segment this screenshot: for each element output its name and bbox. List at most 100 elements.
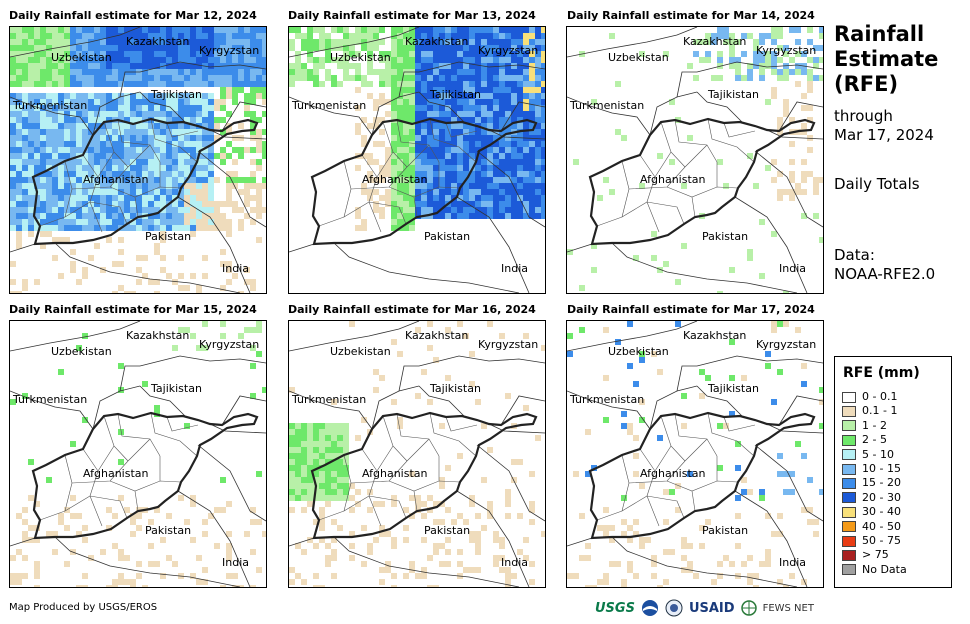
country-border <box>177 196 251 293</box>
country-border <box>567 390 651 430</box>
map-svg <box>289 27 545 293</box>
country-border <box>567 321 698 352</box>
afghanistan-outline <box>310 411 538 540</box>
country-border <box>766 423 823 434</box>
country-border <box>567 243 593 253</box>
country-border <box>567 537 593 547</box>
legend-item: 5 - 10 <box>842 448 894 461</box>
map-panel-4: Kazakhstan Kyrgyzstan Uzbekistan Tajikistan… <box>9 320 267 588</box>
country-border <box>500 101 545 132</box>
rainfall-layer <box>10 27 266 293</box>
province-border <box>134 490 139 512</box>
province-border <box>117 119 161 163</box>
label-india: India <box>222 556 249 569</box>
country-border <box>649 91 698 136</box>
province-border <box>429 118 477 163</box>
province-border <box>127 144 151 168</box>
label-kyrgyzstan: Kyrgyzstan <box>199 44 260 57</box>
country-border <box>418 91 465 123</box>
province-border <box>445 122 478 138</box>
country-border <box>289 390 373 430</box>
legend-swatch <box>842 405 856 417</box>
province-border <box>674 119 718 163</box>
country-border <box>500 395 545 426</box>
province-border <box>109 186 182 198</box>
label-pakistan: Pakistan <box>702 524 749 537</box>
province-border <box>382 415 408 462</box>
province-border <box>707 118 755 163</box>
province-border <box>39 201 91 227</box>
country-border <box>54 242 241 293</box>
label-afghanistan: Afghanistan <box>640 173 706 186</box>
province-border <box>97 151 115 178</box>
province-border <box>596 495 648 521</box>
province-border <box>396 413 440 457</box>
country-border <box>734 196 808 293</box>
through-label: through <box>834 107 893 125</box>
legend-label: 0 - 0.1 <box>862 390 898 403</box>
label-kazakhstan: Kazakhstan <box>405 329 469 342</box>
country-border <box>676 365 697 392</box>
legend-label: 50 - 75 <box>862 534 901 547</box>
label-kazakhstan: Kazakhstan <box>405 35 469 48</box>
country-border <box>371 385 420 430</box>
country-border <box>289 243 315 253</box>
map-panel-3: Kazakhstan Kyrgyzstan Uzbekistan Tajikistan… <box>566 26 824 294</box>
label-tajikistan: Tajikistan <box>151 88 202 101</box>
label-afghanistan: Afghanistan <box>362 173 428 186</box>
province-border <box>361 448 382 527</box>
label-uzbekistan: Uzbekistan <box>608 345 669 358</box>
legend-label: 2 - 5 <box>862 433 887 447</box>
country-border <box>476 444 545 522</box>
label-india: India <box>222 262 249 275</box>
label-uzbekistan: Uzbekistan <box>330 51 391 64</box>
province-border <box>684 438 708 462</box>
data-label: Data: <box>834 246 875 264</box>
province-border <box>117 413 161 457</box>
label-afghanistan: Afghanistan <box>640 467 706 480</box>
label-kazakhstan: Kazakhstan <box>683 35 747 48</box>
province-border <box>97 445 115 472</box>
province-border <box>318 495 370 521</box>
label-afghanistan: Afghanistan <box>83 173 149 186</box>
province-border <box>621 454 630 512</box>
province-border <box>82 154 103 233</box>
label-kyrgyzstan: Kyrgyzstan <box>756 338 817 351</box>
legend-item: 20 - 30 <box>842 491 901 504</box>
fews-net-logo: FEWS NET <box>762 602 814 614</box>
province-border <box>89 201 128 225</box>
afghanistan-outline <box>588 117 816 246</box>
province-border <box>127 438 151 462</box>
label-afghanistan: Afghanistan <box>83 467 149 480</box>
country-border <box>221 101 266 132</box>
label-kyrgyzstan: Kyrgyzstan <box>199 338 260 351</box>
province-border <box>660 415 686 462</box>
legend-swatch <box>842 391 856 403</box>
province-border <box>109 480 182 492</box>
label-tajikistan: Tajikistan <box>708 382 759 395</box>
label-uzbekistan: Uzbekistan <box>51 51 112 64</box>
province-border <box>406 144 430 168</box>
rainfall-layer <box>567 321 823 587</box>
map-panel-5: Kazakhstan Kyrgyzstan Uzbekistan Tajikistan… <box>288 320 546 588</box>
legend-item: 30 - 40 <box>842 505 901 518</box>
country-border <box>10 390 94 430</box>
map-svg <box>10 321 266 587</box>
afghanistan-outline <box>588 411 816 540</box>
legend-item: 50 - 75 <box>842 534 901 547</box>
legend-label: 0.1 - 1 <box>862 404 898 418</box>
legend-item: 40 - 50 <box>842 520 901 533</box>
label-uzbekistan: Uzbekistan <box>51 345 112 358</box>
label-turkmenistan: Turkmenistan <box>13 393 88 406</box>
country-border <box>696 385 743 417</box>
country-border <box>333 536 520 587</box>
country-border <box>398 365 419 392</box>
legend-swatch <box>842 449 856 461</box>
province-border <box>646 201 685 225</box>
country-border <box>696 91 743 123</box>
legend-item: 1 - 2 <box>842 419 887 432</box>
country-border <box>418 355 545 367</box>
panel-title-6: Daily Rainfall estimate for Mar 17, 2024 <box>567 303 815 316</box>
province-border <box>413 196 418 218</box>
